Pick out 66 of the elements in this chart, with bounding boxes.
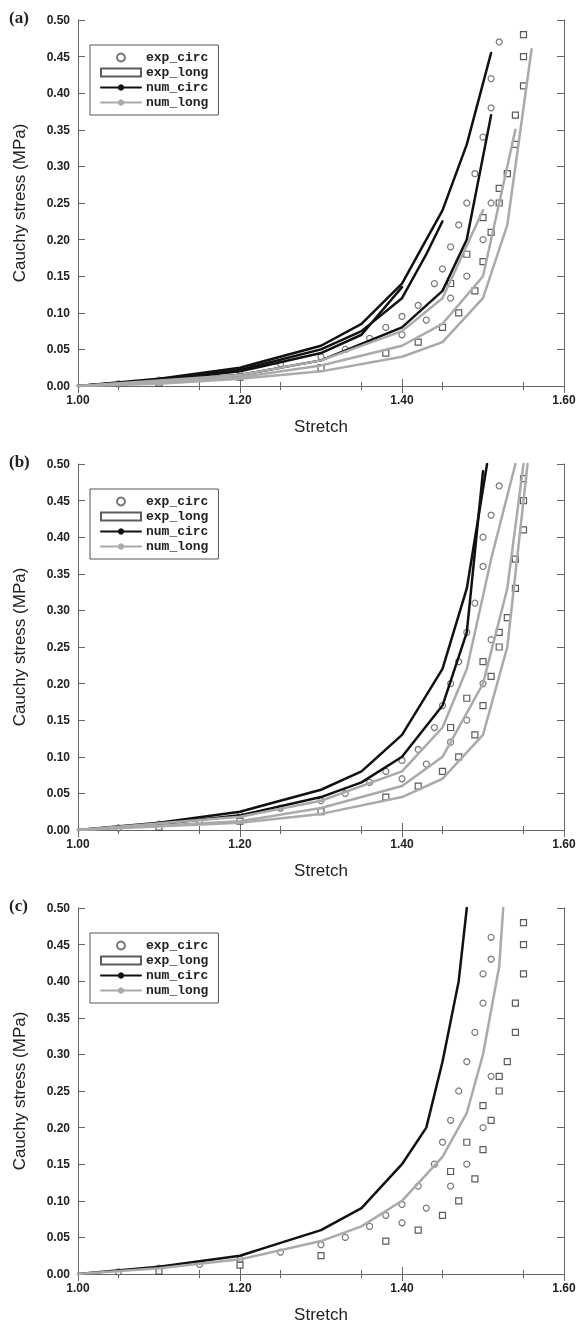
y-tick-label: 0.45 bbox=[46, 937, 71, 952]
chart-title: (c) bbox=[9, 896, 28, 915]
y-tick-label: 0.10 bbox=[46, 305, 71, 320]
y-tick-label: 0.40 bbox=[46, 530, 71, 545]
y-tick-label: 0.45 bbox=[46, 49, 71, 64]
x-tick-label: 1.20 bbox=[228, 837, 252, 851]
legend-label: exp_circ bbox=[146, 938, 209, 953]
y-tick-label: 0.20 bbox=[46, 1120, 71, 1135]
y-tick-label: 0.10 bbox=[46, 1193, 71, 1208]
x-tick-label: 1.60 bbox=[552, 1281, 576, 1295]
legend-label: num_circ bbox=[146, 968, 209, 983]
x-axis-title: Stretch bbox=[294, 861, 348, 880]
y-tick-label: 0.10 bbox=[46, 749, 71, 764]
y-tick-label: 0.50 bbox=[46, 13, 71, 27]
legend-label: exp_long bbox=[146, 65, 209, 80]
y-tick-label: 0.05 bbox=[46, 1230, 71, 1245]
y-tick-label: 0.05 bbox=[46, 342, 71, 357]
x-axis-title: Stretch bbox=[294, 417, 348, 436]
y-tick-label: 0.00 bbox=[46, 1267, 71, 1281]
legend-label: num_long bbox=[146, 983, 209, 998]
y-tick-label: 0.00 bbox=[46, 379, 71, 393]
y-tick-label: 0.35 bbox=[46, 122, 71, 137]
chart-title: (b) bbox=[9, 452, 30, 471]
y-tick-label: 0.50 bbox=[46, 901, 71, 915]
y-tick-label: 0.15 bbox=[46, 713, 71, 728]
y-tick-label: 0.15 bbox=[46, 269, 71, 284]
legend-label: exp_circ bbox=[146, 50, 209, 65]
x-tick-label: 1.40 bbox=[390, 837, 414, 851]
x-tick-label: 1.00 bbox=[66, 837, 90, 851]
y-axis-title: Cauchy stress (MPa) bbox=[10, 1011, 29, 1171]
y-tick-label: 0.45 bbox=[46, 493, 71, 508]
x-tick-label: 1.20 bbox=[228, 1281, 252, 1295]
y-tick-label: 0.40 bbox=[46, 86, 71, 101]
y-tick-label: 0.30 bbox=[46, 159, 71, 174]
legend-label: num_circ bbox=[146, 524, 209, 539]
y-tick-label: 0.15 bbox=[46, 1157, 71, 1172]
y-tick-label: 0.05 bbox=[46, 786, 71, 801]
x-tick-label: 1.20 bbox=[228, 393, 252, 407]
chart-title: (a) bbox=[9, 8, 29, 27]
y-tick-label: 0.20 bbox=[46, 232, 71, 247]
x-tick-label: 1.40 bbox=[390, 1281, 414, 1295]
x-tick-label: 1.40 bbox=[390, 393, 414, 407]
y-tick-label: 0.25 bbox=[46, 196, 71, 210]
legend-label: num_long bbox=[146, 539, 209, 554]
x-tick-label: 1.60 bbox=[552, 393, 576, 407]
legend-label: exp_long bbox=[146, 509, 209, 524]
y-tick-label: 0.35 bbox=[46, 1010, 71, 1025]
y-tick-label: 0.40 bbox=[46, 974, 71, 989]
y-tick-label: 0.25 bbox=[46, 640, 71, 654]
y-tick-label: 0.35 bbox=[46, 566, 71, 581]
y-tick-label: 0.25 bbox=[46, 1084, 71, 1098]
y-axis-title: Cauchy stress (MPa) bbox=[10, 123, 29, 283]
y-axis-title: Cauchy stress (MPa) bbox=[10, 567, 29, 727]
legend-label: num_long bbox=[146, 95, 209, 110]
y-tick-label: 0.30 bbox=[46, 603, 71, 618]
y-tick-label: 0.50 bbox=[46, 457, 71, 471]
legend-label: num_circ bbox=[146, 80, 209, 95]
x-axis-title: Stretch bbox=[294, 1305, 348, 1324]
y-tick-label: 0.00 bbox=[46, 823, 71, 837]
x-tick-label: 1.00 bbox=[66, 393, 90, 407]
legend-label: exp_long bbox=[146, 953, 209, 968]
x-tick-label: 1.60 bbox=[552, 837, 576, 851]
y-tick-label: 0.20 bbox=[46, 676, 71, 691]
legend-label: exp_circ bbox=[146, 494, 209, 509]
y-tick-label: 0.30 bbox=[46, 1047, 71, 1062]
x-tick-label: 1.00 bbox=[66, 1281, 90, 1295]
